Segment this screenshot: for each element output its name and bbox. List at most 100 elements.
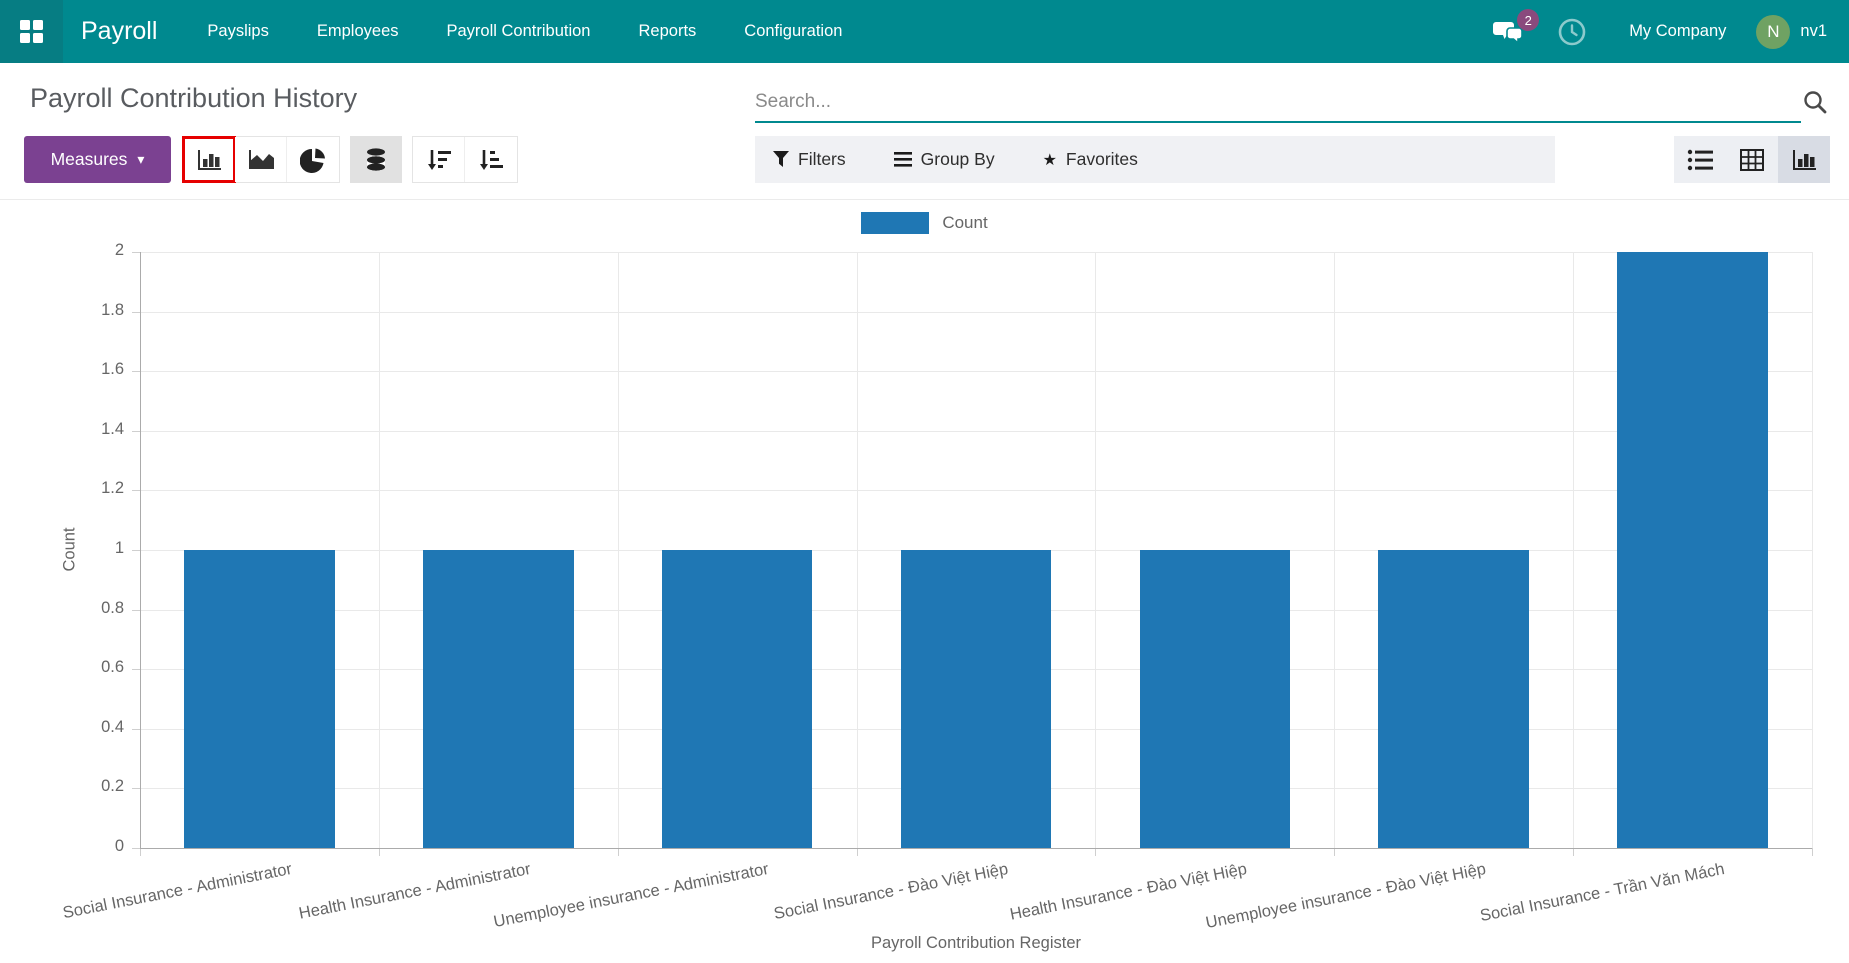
y-tick-mark <box>132 371 140 373</box>
filters-label: Filters <box>798 149 846 169</box>
y-tick-mark <box>132 609 140 611</box>
bar[interactable] <box>900 550 1052 848</box>
control-panel: Payroll Contribution History Measures ▾ <box>0 63 1849 200</box>
nav-item-reports[interactable]: Reports <box>638 22 697 40</box>
y-tick-label: 0.4 <box>101 717 124 736</box>
y-tick-label: 0.2 <box>101 777 124 796</box>
user-menu[interactable]: N nv1 <box>1756 14 1849 49</box>
y-tick-label: 1 <box>114 539 124 557</box>
bar[interactable] <box>184 550 335 848</box>
stacked-toggle-button[interactable] <box>350 136 402 183</box>
x-gridline <box>1334 252 1336 848</box>
pivot-view-button[interactable] <box>1726 136 1778 183</box>
search-icon <box>1804 91 1827 114</box>
group-by-label: Group By <box>920 149 995 169</box>
pie-chart-icon <box>300 148 325 173</box>
group-by-button[interactable]: Group By <box>893 149 995 170</box>
filters-button[interactable]: Filters <box>773 149 846 170</box>
x-axis-title: Payroll Contribution Register <box>870 934 1081 952</box>
search-filters-bar: Filters Group By ★ Favorites <box>755 136 1555 183</box>
funnel-icon <box>773 151 789 167</box>
company-switcher[interactable]: My Company <box>1629 22 1727 40</box>
list-view-button[interactable] <box>1674 136 1726 183</box>
y-gridline <box>140 371 1812 373</box>
chart-legend[interactable]: Count <box>0 212 1849 234</box>
sort-desc-icon <box>427 149 451 170</box>
x-tick-mark <box>1095 848 1097 856</box>
y-tick-mark <box>132 430 140 432</box>
y-tick-mark <box>132 490 140 492</box>
graph-view-button[interactable] <box>1778 136 1830 183</box>
x-tick-mark <box>617 848 619 856</box>
nav-item-employees[interactable]: Employees <box>316 22 399 40</box>
list-view-icon <box>1687 149 1713 170</box>
y-gridline <box>140 311 1812 313</box>
bar[interactable] <box>1139 550 1291 848</box>
y-tick-mark <box>132 550 140 551</box>
x-tick-mark <box>856 848 858 856</box>
bar[interactable] <box>661 550 813 848</box>
measures-button[interactable]: Measures ▾ <box>24 136 171 183</box>
nav-menu: Payslips Employees Payroll Contribution … <box>183 0 866 63</box>
x-tick-label: Social Insurance - Administrator <box>60 860 293 923</box>
app-name[interactable]: Payroll <box>81 17 158 45</box>
group-by-icon <box>893 152 912 167</box>
measures-label: Measures <box>50 149 128 169</box>
y-axis-title: Count <box>60 527 79 572</box>
favorites-button[interactable]: ★ Favorites <box>1043 149 1138 170</box>
apps-menu-button[interactable] <box>0 0 63 63</box>
x-gridline <box>378 252 380 848</box>
y-tick-mark <box>132 311 140 313</box>
x-gridline <box>617 252 619 848</box>
x-axis-line <box>140 848 1812 849</box>
x-tick-label: Social Insurance - Trần Văn Mách <box>1478 860 1727 926</box>
top-navbar: Payroll Payslips Employees Payroll Contr… <box>0 0 1849 63</box>
legend-swatch <box>861 212 930 234</box>
y-tick-mark <box>132 788 140 790</box>
area-chart-mode-button[interactable] <box>235 137 287 182</box>
apps-grid-icon <box>20 20 43 43</box>
favorites-label: Favorites <box>1065 149 1138 169</box>
database-stack-icon <box>367 147 385 171</box>
x-gridline <box>856 252 858 848</box>
chat-bubbles-icon <box>1493 21 1523 45</box>
x-tick-mark <box>140 848 141 856</box>
x-gridline <box>1573 252 1575 848</box>
x-gridline <box>1812 252 1813 848</box>
toolbar-row: Measures ▾ <box>0 136 1849 183</box>
bar-chart-icon <box>197 149 221 170</box>
caret-down-icon: ▾ <box>137 151 145 167</box>
sort-group <box>412 136 518 183</box>
graph-view-icon <box>1793 149 1816 170</box>
bar[interactable] <box>1617 252 1768 848</box>
messages-badge: 2 <box>1517 9 1540 31</box>
bar-chart-mode-button[interactable] <box>182 136 236 183</box>
pie-chart-mode-button[interactable] <box>287 137 339 182</box>
x-tick-mark <box>1334 848 1336 856</box>
view-switcher <box>1674 136 1830 183</box>
y-tick-label: 1.4 <box>101 419 124 438</box>
nav-item-payslips[interactable]: Payslips <box>207 22 269 40</box>
user-name: nv1 <box>1800 22 1827 40</box>
bar[interactable] <box>1378 550 1529 848</box>
y-tick-mark <box>132 252 140 253</box>
legend-label: Count <box>942 213 988 232</box>
y-tick-label: 0 <box>114 837 124 855</box>
sort-descending-button[interactable] <box>413 137 465 182</box>
activities-button[interactable] <box>1541 0 1603 63</box>
x-tick-label: Unemployee insurance - Administrator <box>492 860 771 932</box>
search-input[interactable] <box>755 83 1801 121</box>
nav-item-configuration[interactable]: Configuration <box>744 22 843 40</box>
messages-button[interactable]: 2 <box>1477 0 1541 63</box>
x-tick-mark <box>1573 848 1575 856</box>
y-tick-mark <box>132 669 140 671</box>
bar[interactable] <box>423 550 574 848</box>
x-tick-mark <box>1812 848 1813 856</box>
search-button[interactable] <box>1802 89 1828 120</box>
star-icon: ★ <box>1042 151 1057 169</box>
nav-item-payroll-contribution[interactable]: Payroll Contribution <box>446 22 591 40</box>
y-tick-label: 1.8 <box>101 300 124 319</box>
y-axis-line <box>140 252 141 848</box>
x-tick-mark <box>378 848 380 856</box>
sort-ascending-button[interactable] <box>465 137 517 182</box>
